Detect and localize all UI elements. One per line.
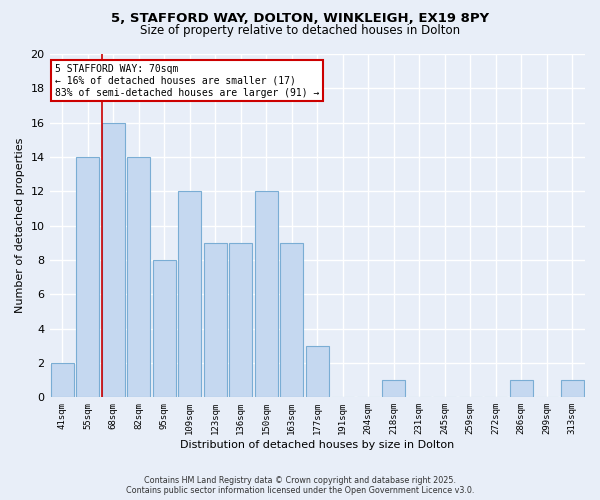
Bar [102,122,125,398]
Bar [561,380,584,398]
Bar [76,157,99,398]
Bar [382,380,405,398]
Bar [153,260,176,398]
Bar [229,243,252,398]
X-axis label: Distribution of detached houses by size in Dolton: Distribution of detached houses by size … [180,440,454,450]
Bar [204,243,227,398]
Text: 5 STAFFORD WAY: 70sqm
← 16% of detached houses are smaller (17)
83% of semi-deta: 5 STAFFORD WAY: 70sqm ← 16% of detached … [55,64,319,98]
Text: 5, STAFFORD WAY, DOLTON, WINKLEIGH, EX19 8PY: 5, STAFFORD WAY, DOLTON, WINKLEIGH, EX19… [111,12,489,26]
Text: Size of property relative to detached houses in Dolton: Size of property relative to detached ho… [140,24,460,37]
Text: Contains HM Land Registry data © Crown copyright and database right 2025.
Contai: Contains HM Land Registry data © Crown c… [126,476,474,495]
Bar [306,346,329,398]
Bar [127,157,150,398]
Bar [178,192,201,398]
Bar [280,243,303,398]
Y-axis label: Number of detached properties: Number of detached properties [15,138,25,314]
Bar [255,192,278,398]
Bar [51,363,74,398]
Bar [510,380,533,398]
